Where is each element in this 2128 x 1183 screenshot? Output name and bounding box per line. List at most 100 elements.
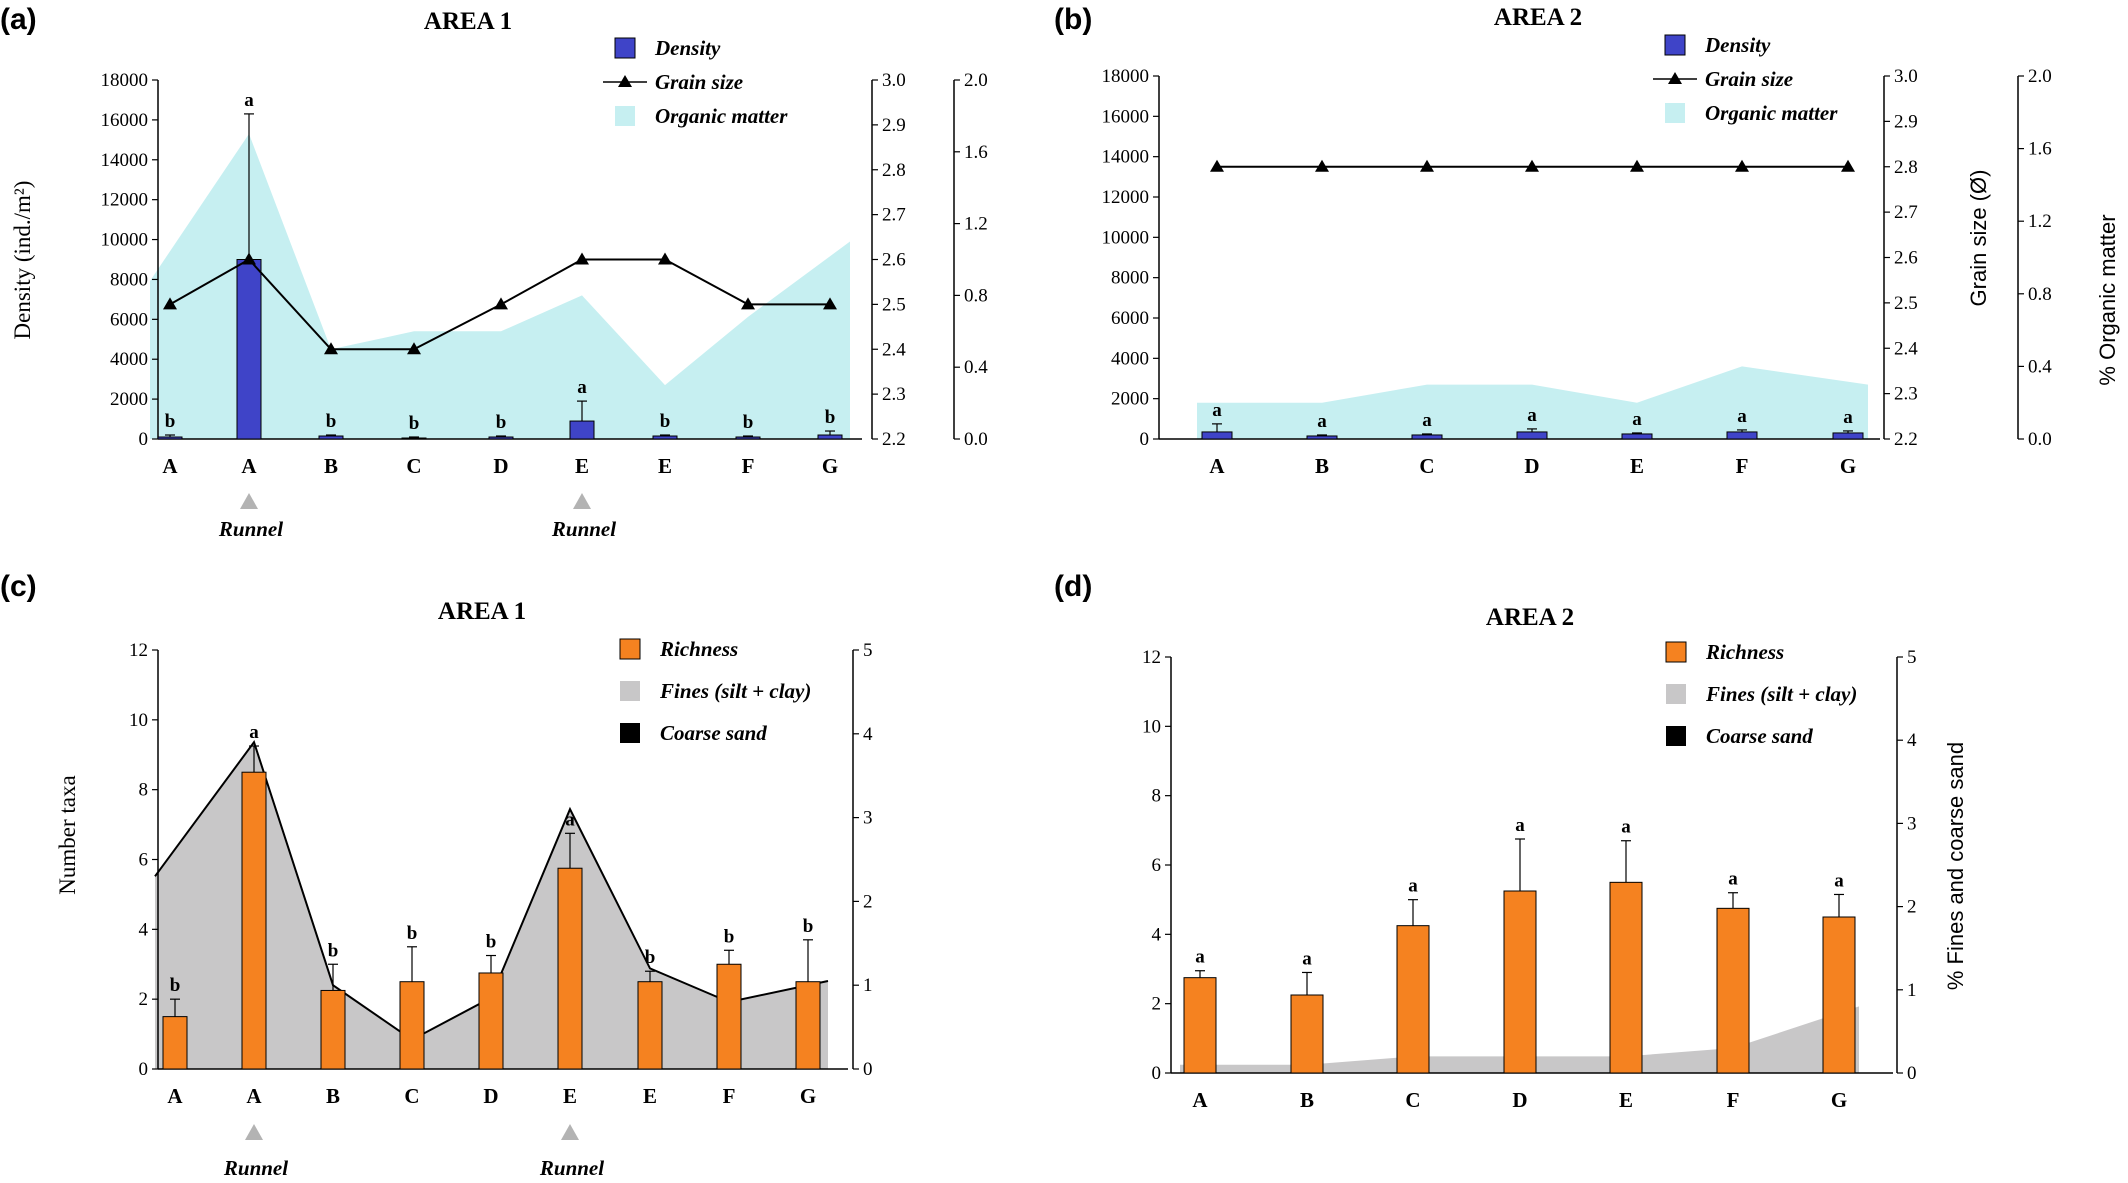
legend-swatch — [619, 638, 641, 660]
panel-letter: (a) — [0, 3, 37, 36]
significance-label: b — [496, 412, 507, 433]
bar — [1726, 431, 1758, 440]
significance-label: a — [577, 377, 587, 398]
panel-2: (b) AREA 2 0 2000 4000 6000 8000 10000 12000 1400… — [1054, 3, 2120, 478]
panel-title: AREA 2 — [1494, 4, 1582, 31]
significance-label: a — [1302, 948, 1312, 969]
x-tick-label: C — [1405, 1088, 1420, 1112]
right-tick-label: 1.2 — [2028, 211, 2052, 232]
line-point — [1420, 159, 1434, 172]
significance-label: b — [803, 916, 814, 937]
x-tick-label: A — [241, 454, 257, 478]
significance-label: a — [1621, 817, 1631, 838]
right-tick-label: 5 — [863, 640, 873, 661]
significance-label: b — [407, 923, 418, 944]
runnel-marker-icon — [573, 493, 591, 509]
right-tick-label: 2.2 — [1894, 429, 1918, 450]
panel-1: (a) AREA 1 0 2000 4000 6000 8000 10000 12000 1400… — [0, 3, 988, 541]
right-tick-label: 3.0 — [1894, 66, 1918, 87]
legend-item: Grain size — [603, 70, 743, 94]
bar — [557, 867, 583, 1070]
legend-item: Richness — [619, 637, 738, 661]
legend-swatch — [620, 723, 640, 743]
right-tick-label: 1 — [1907, 980, 1917, 1001]
x-tick-label: G — [1831, 1088, 1847, 1112]
right-tick-label: 2.7 — [1894, 202, 1918, 223]
x-tick-label: B — [1315, 454, 1329, 478]
bar — [241, 771, 267, 1070]
x-tick-label: A — [246, 1084, 262, 1108]
legend-item: Coarse sand — [620, 721, 767, 745]
significance-label: a — [1195, 947, 1205, 968]
bar — [1516, 431, 1548, 440]
line-point — [1525, 159, 1539, 172]
right-tick-label: 1.2 — [964, 214, 988, 235]
line-point — [494, 297, 508, 310]
right-tick-label: 2.9 — [882, 115, 906, 136]
significance-label: b — [328, 940, 339, 961]
legend-label: Grain size — [655, 70, 743, 94]
y-tick-label: 4000 — [110, 349, 148, 370]
y-tick-label: 14000 — [101, 150, 149, 171]
legend-label: Coarse sand — [1706, 724, 1813, 748]
bar — [1822, 916, 1856, 1074]
line-point — [658, 252, 672, 265]
legend-label: Grain size — [1705, 67, 1793, 91]
panel-title: AREA 2 — [1486, 604, 1574, 631]
right-tick-label: 4 — [863, 724, 873, 745]
legend-label: Organic matter — [1705, 101, 1838, 125]
x-tick-label: G — [822, 454, 838, 478]
significance-label: a — [565, 809, 575, 830]
bar — [1716, 907, 1750, 1074]
significance-label: b — [724, 926, 735, 947]
x-tick-label: G — [1840, 454, 1856, 478]
right-tick-label: 0.0 — [964, 429, 988, 450]
runnel-label: Runnel — [551, 517, 616, 541]
bar — [1396, 925, 1430, 1074]
right-tick-label: 2.6 — [882, 250, 906, 271]
y-tick-label: 6 — [139, 850, 149, 871]
x-tick-label: F — [1727, 1088, 1740, 1112]
significance-label: b — [170, 975, 181, 996]
right-tick-label: 0.4 — [2028, 356, 2052, 377]
legend-item: Richness — [1665, 640, 1784, 664]
bar — [1411, 434, 1443, 440]
right-axis-label: Grain size (Ø) — [1966, 170, 1991, 307]
right-tick-label: 2.0 — [2028, 66, 2052, 87]
y-tick-label: 12000 — [1102, 187, 1150, 208]
x-tick-label: E — [1619, 1088, 1633, 1112]
x-tick-label: E — [1630, 454, 1644, 478]
right-tick-label: 2.0 — [964, 70, 988, 91]
y-tick-label: 12 — [1142, 647, 1161, 668]
x-tick-label: D — [483, 1084, 498, 1108]
panel-title: AREA 1 — [424, 8, 512, 35]
x-tick-label: E — [563, 1084, 577, 1108]
legend-label: Richness — [659, 637, 738, 661]
x-tick-label: A — [1192, 1088, 1208, 1112]
legend-item: Grain size — [1653, 67, 1793, 91]
legend-label: Richness — [1705, 640, 1784, 664]
y-tick-label: 12 — [129, 640, 148, 661]
y-tick-label: 18000 — [101, 70, 149, 91]
line-point — [1735, 159, 1749, 172]
right-tick-label: 1 — [863, 975, 873, 996]
right-axis-label: % Organic matter — [2095, 214, 2120, 385]
legend-label: Organic matter — [655, 104, 788, 128]
bar — [637, 981, 663, 1070]
bar — [735, 436, 761, 440]
legend-label: Density — [654, 36, 721, 60]
runnel-marker-icon — [245, 1124, 263, 1140]
bar — [478, 972, 504, 1070]
bar — [569, 420, 595, 440]
runnel-marker-icon — [561, 1124, 579, 1140]
legend-label: Density — [1704, 33, 1771, 57]
right-tick-label: 2.5 — [882, 294, 906, 315]
x-tick-label: A — [162, 454, 178, 478]
panel-letter: (b) — [1054, 3, 1092, 36]
legend-swatch — [615, 106, 635, 126]
significance-label: a — [1408, 876, 1418, 897]
y-tick-label: 8 — [139, 780, 149, 801]
right-tick-label: 2.3 — [882, 384, 906, 405]
